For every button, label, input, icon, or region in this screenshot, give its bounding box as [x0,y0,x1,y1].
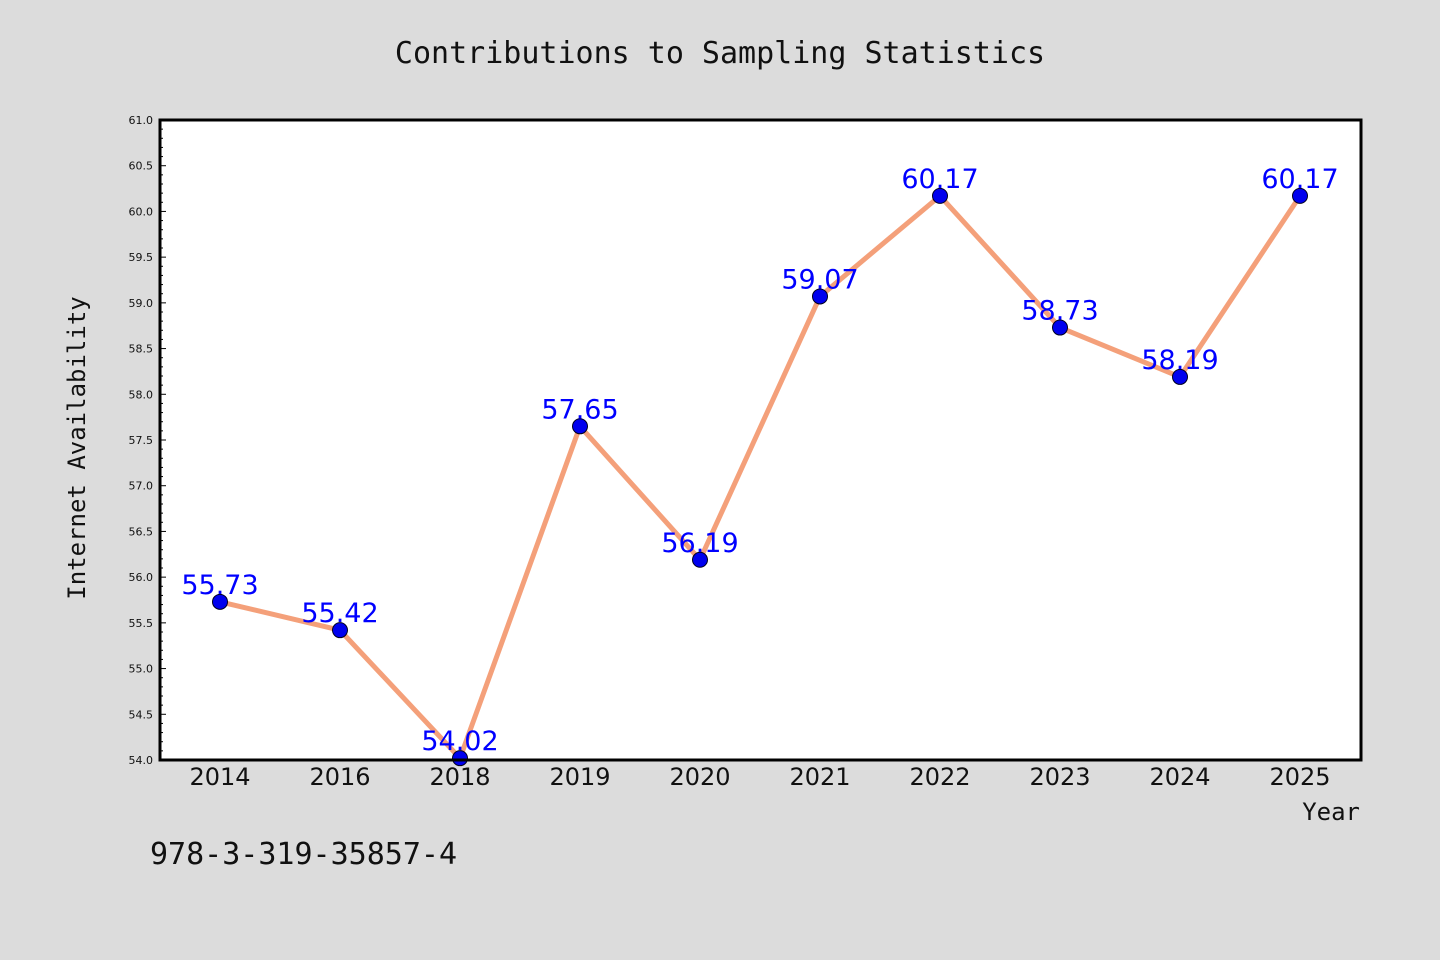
y-tick-label: 55.0 [129,663,154,676]
data-label: 58.19 [1141,345,1218,376]
data-point [1052,319,1068,336]
data-point [812,288,828,305]
plot-area [160,120,1361,760]
y-tick-label: 58.0 [129,388,154,401]
data-label: 55.73 [181,570,258,601]
series-group: 55.73 55.42 54.02 57.65 56.19 59.07 60.17 58.73… [181,164,1339,767]
x-axis-label: Year [1302,798,1360,826]
y-tick-label: 57.5 [129,434,154,447]
y-tick-label: 56.5 [129,525,154,538]
data-label: 58.73 [1021,296,1098,327]
chart-title: Contributions to Sampling Statistics [395,36,1045,71]
x-tick-label: 2019 [549,763,610,791]
x-tick-label: 2022 [909,763,970,791]
y-tick-label: 59.0 [129,297,154,310]
data-label: 59.07 [781,264,858,295]
data-point [932,187,948,204]
plot-frame [158,118,1363,762]
data-point [1172,368,1188,385]
y-tick-labels: 54.0 54.5 55.0 55.5 56.0 56.5 57.0 57.5 58.0 58.5… [129,114,154,767]
y-tick-label: 59.5 [129,251,154,264]
x-tick-label: 2014 [189,763,250,791]
data-label: 55.42 [301,598,378,629]
y-tick-label: 61.0 [129,114,154,127]
x-tick-labels: 2014 2016 2018 2019 2020 2021 2022 2023 2024 2025 [189,763,1330,791]
x-tick-label: 2016 [309,763,370,791]
data-label: 60.17 [901,164,978,195]
y-tick-label: 60.5 [129,160,154,173]
y-tick-label: 58.5 [129,343,154,356]
y-tick-label: 54.0 [129,754,154,767]
data-point [212,593,228,610]
x-tick-label: 2020 [669,763,730,791]
y-tick-label: 54.5 [129,708,154,721]
y-tick-label: 56.0 [129,571,154,584]
footer-code: 978-3-319-35857-4 [150,837,457,872]
y-tick-label: 55.5 [129,617,154,630]
x-tick-label: 2025 [1269,763,1330,791]
x-tick-label: 2021 [789,763,850,791]
data-label: 54.02 [421,726,498,757]
y-axis-label: Internet Availability [63,296,91,599]
x-tick-label: 2023 [1029,763,1090,791]
x-tick-label: 2018 [429,763,490,791]
data-point [692,551,708,568]
data-point [452,750,468,767]
data-label: 57.65 [541,394,618,425]
y-tick-label: 57.0 [129,480,154,493]
data-point [572,418,588,435]
data-label: 60.17 [1261,164,1338,195]
series-line [217,193,1303,761]
data-point [1292,187,1308,204]
y-tick-label: 60.0 [129,205,154,218]
data-label: 56.19 [661,528,738,559]
x-tick-label: 2024 [1149,763,1210,791]
data-point [332,622,348,639]
